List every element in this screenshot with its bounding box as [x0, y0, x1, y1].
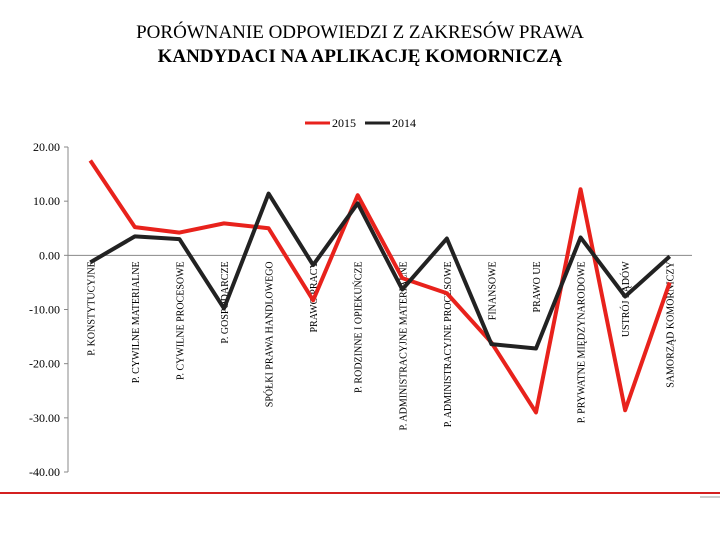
x-tick-label: FINANSOWE: [487, 261, 498, 320]
series-line: [88, 159, 672, 415]
chart-subtitle: KANDYDACI NA APLIKACJĘ KOMORNICZĄ: [158, 46, 563, 67]
y-tick-label: -10.00: [29, 303, 60, 317]
legend-label: 2014: [392, 116, 416, 130]
x-tick-label: PRAWO UE: [532, 261, 543, 312]
x-tick-label: P. ADMINISTRACYJNE PROCESOWE: [443, 261, 454, 427]
x-tick-label: P. ADMINISTRACYJNE MATERIALNE: [398, 261, 409, 430]
x-tick-label: P. PRYWATNE MIĘDZYNARODOWE: [577, 261, 588, 423]
series-line: [89, 191, 672, 351]
chart-title: PORÓWNANIE ODPOWIEDZI Z ZAKRESÓW PRAWA: [136, 21, 584, 43]
y-tick-label: -20.00: [29, 357, 60, 371]
y-tick-label: 20.00: [33, 140, 60, 154]
x-tick-label: P. RODZINNE I OPIEKUŃCZE: [353, 261, 365, 393]
x-tick-label: P. CYWILNE MATERIALNE: [131, 261, 142, 383]
x-tick-label: P. KONSTYTUCYJNE: [86, 261, 97, 355]
y-tick-label: -40.00: [29, 465, 60, 479]
y-tick-label: 0.00: [39, 248, 60, 262]
x-tick-label: SPÓŁKI PRAWA HANDLOWEGO: [264, 261, 276, 407]
x-tick-label: SAMORZĄD KOMORNICZY: [666, 261, 677, 387]
y-tick-label: 10.00: [33, 194, 60, 208]
legend-label: 2015: [332, 116, 356, 130]
y-tick-label: -30.00: [29, 411, 60, 425]
x-tick-label: P. CYWILNE PROCESOWE: [175, 261, 186, 380]
x-tick-label: USTRÓJ SĄDÓW: [620, 261, 632, 337]
